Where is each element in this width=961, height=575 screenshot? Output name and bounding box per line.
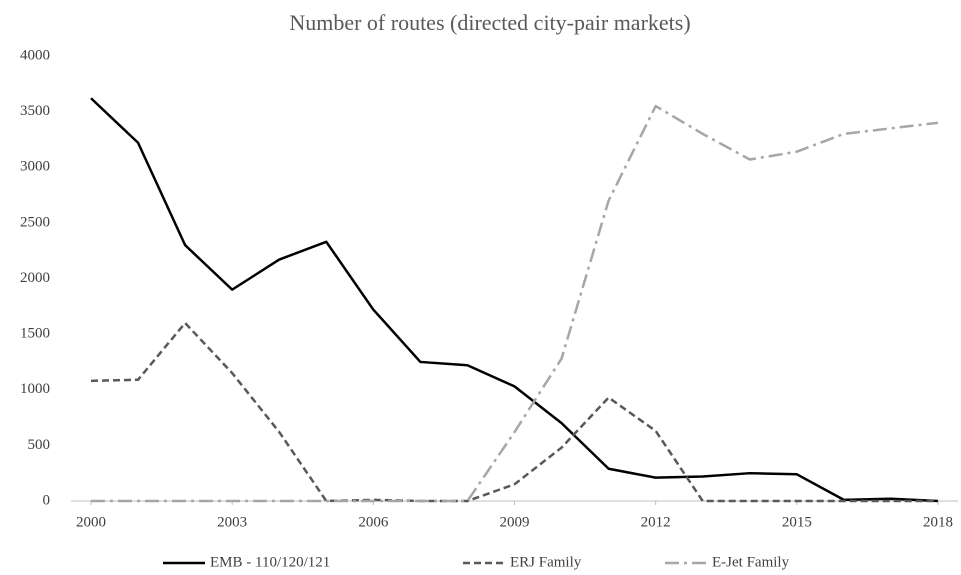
y-tick-label: 3000 [20,159,50,175]
y-tick-label: 0 [43,492,51,508]
y-tick-label: 4000 [20,47,50,63]
y-tick-label: 500 [28,437,51,453]
y-tick-label: 2000 [20,270,50,286]
x-tick-label: 2009 [500,514,530,530]
legend-label: ERJ Family [510,554,582,570]
series-line [91,104,939,503]
series-line [90,321,938,503]
x-tick-label: 2015 [782,514,812,530]
y-tick-label: 1500 [20,326,50,342]
series-line [90,97,939,503]
legend-label: E-Jet Family [712,554,790,570]
x-tick-label: 2003 [217,514,247,530]
chart-title: Number of routes (directed city-pair mar… [289,10,690,35]
x-tick-label: 2018 [923,514,953,530]
y-tick-label: 2500 [20,214,50,230]
x-tick-label: 2012 [641,514,671,530]
x-tick-label: 2006 [358,514,389,530]
y-tick-label: 1000 [20,381,50,397]
y-tick-label: 3500 [20,103,50,119]
x-tick-label: 2000 [76,514,106,530]
legend-label: EMB - 110/120/121 [210,554,330,570]
